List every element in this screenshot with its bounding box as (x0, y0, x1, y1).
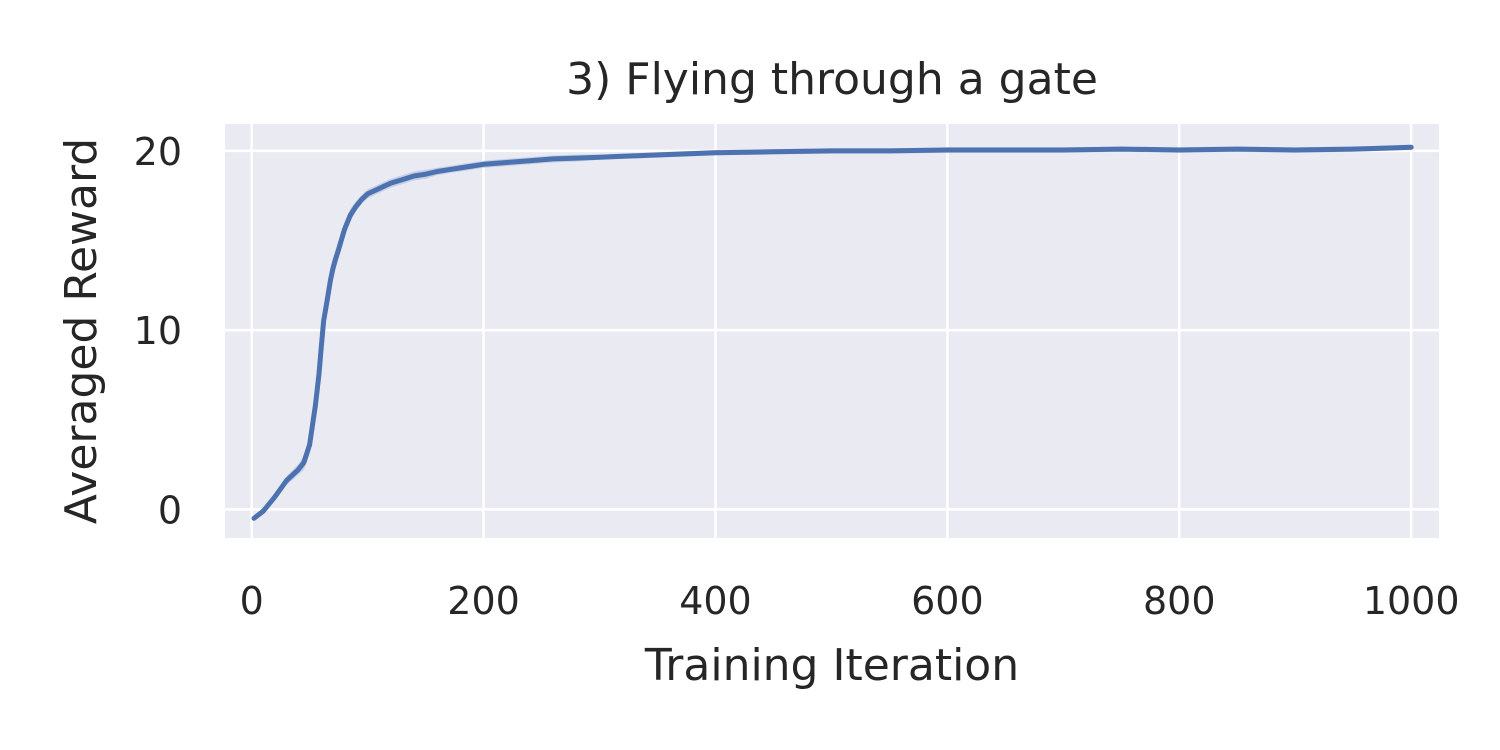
chart-title: 3) Flying through a gate (566, 54, 1098, 105)
x-tick-label: 400 (679, 579, 752, 623)
y-tick-label: 10 (134, 309, 182, 353)
x-tick-label: 200 (447, 579, 520, 623)
series-lines (251, 144, 1414, 521)
x-tick-label: 600 (911, 579, 984, 623)
y-tick-label: 0 (158, 488, 182, 532)
x-axis-label: Training Iteration (644, 640, 1019, 691)
x-tick-label: 1000 (1363, 579, 1460, 623)
x-tick-label: 800 (1143, 579, 1216, 623)
series-line (251, 144, 1414, 521)
y-tick-labels: 0 10 20 (134, 130, 182, 532)
y-axis-label: Averaged Reward (56, 138, 107, 524)
x-tick-labels: 0 200 400 600 800 1000 (240, 579, 1460, 623)
y-tick-label: 20 (134, 130, 182, 174)
x-tick-label: 0 (240, 579, 264, 623)
